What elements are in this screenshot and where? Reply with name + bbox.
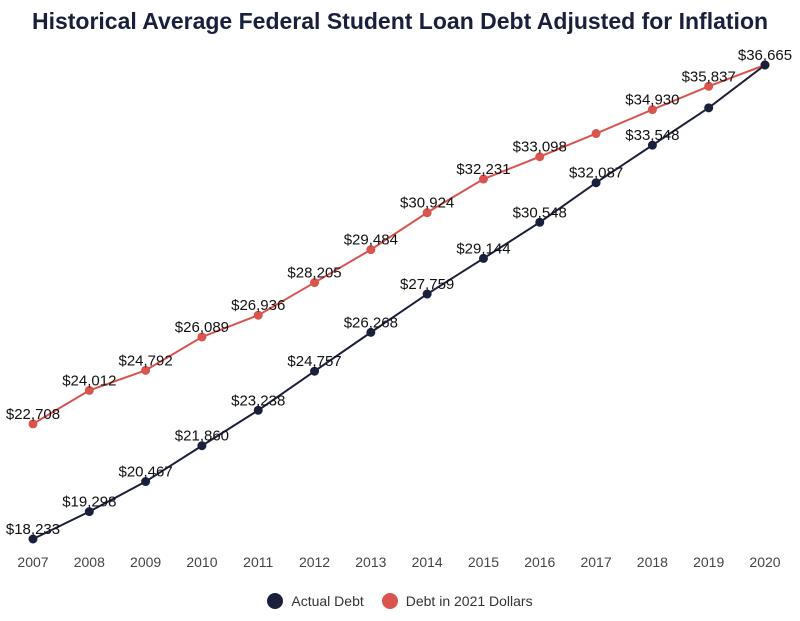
data-label: $21,860	[175, 428, 229, 445]
data-point[interactable]	[760, 60, 770, 70]
data-point[interactable]	[591, 178, 601, 188]
data-point[interactable]	[366, 245, 376, 255]
data-label: $29,144	[456, 240, 510, 257]
data-label: $36,665	[738, 47, 792, 64]
data-label: $23,238	[231, 392, 285, 409]
data-label: $24,757	[287, 353, 341, 370]
data-point[interactable]	[704, 103, 714, 113]
series-line-1	[32, 64, 766, 425]
data-label: $18,233	[6, 521, 60, 538]
legend-marker-actual-debt	[267, 593, 284, 609]
x-tick-label: 2020	[749, 554, 780, 570]
legend-item-actual-debt[interactable]: Actual Debt	[267, 593, 364, 609]
data-point[interactable]	[197, 332, 207, 342]
data-point[interactable]	[28, 534, 38, 544]
data-point[interactable]	[141, 365, 151, 375]
data-label: $24,012	[62, 372, 116, 389]
data-point[interactable]	[422, 289, 432, 299]
data-label: $22,708	[6, 406, 60, 423]
data-point[interactable]	[647, 140, 657, 150]
data-point[interactable]	[253, 310, 263, 320]
data-label: $35,837	[682, 68, 736, 85]
x-tick-label: 2008	[74, 554, 105, 570]
data-label: $33,548	[625, 127, 679, 144]
data-point[interactable]	[647, 105, 657, 115]
data-label: $30,548	[513, 204, 567, 221]
data-label: $24,792	[118, 352, 172, 369]
legend-marker-debt-2021	[381, 593, 398, 609]
x-tick-label: 2017	[580, 554, 611, 570]
data-point[interactable]	[28, 419, 38, 429]
x-tick-label: 2015	[468, 554, 499, 570]
data-label: $27,759	[400, 276, 454, 293]
data-label: $26,089	[175, 319, 229, 336]
data-point[interactable]	[535, 152, 545, 162]
x-tick-label: 2014	[412, 554, 443, 570]
data-point[interactable]	[141, 477, 151, 487]
x-tick-label: 2010	[186, 554, 217, 570]
series-line-0	[32, 64, 766, 540]
data-point[interactable]	[478, 174, 488, 184]
legend-item-debt-2021[interactable]: Debt in 2021 Dollars	[381, 593, 533, 609]
data-point[interactable]	[591, 129, 601, 139]
data-point[interactable]	[84, 507, 94, 517]
legend-label-debt-2021: Debt in 2021 Dollars	[405, 593, 533, 609]
x-tick-label: 2011	[243, 554, 273, 570]
data-point[interactable]	[366, 327, 376, 337]
data-point[interactable]	[310, 366, 320, 376]
data-label: $26,936	[231, 297, 285, 314]
legend: Actual Debt Debt in 2021 Dollars	[0, 593, 800, 609]
data-label: $32,231	[456, 161, 510, 178]
x-tick-label: 2019	[693, 554, 724, 570]
x-tick-label: 2007	[17, 554, 48, 570]
data-label: $26,268	[344, 314, 398, 331]
data-label: $32,087	[569, 165, 623, 182]
data-label: $29,484	[344, 232, 398, 249]
data-point[interactable]	[84, 385, 94, 395]
data-label: $20,467	[118, 464, 172, 481]
x-tick-label: 2013	[355, 554, 386, 570]
data-point[interactable]	[704, 81, 714, 91]
data-label: $30,924	[400, 195, 454, 212]
data-point[interactable]	[197, 441, 207, 451]
x-tick-label: 2016	[524, 554, 555, 570]
data-point[interactable]	[535, 217, 545, 227]
chart-title: Historical Average Federal Student Loan …	[31, 8, 769, 34]
data-label: $28,205	[287, 265, 341, 282]
legend-label-actual-debt: Actual Debt	[291, 593, 364, 609]
data-point[interactable]	[422, 208, 432, 218]
data-point[interactable]	[310, 278, 320, 288]
data-point[interactable]	[253, 405, 263, 415]
data-label: $34,930	[625, 92, 679, 109]
x-tick-label: 2009	[130, 554, 161, 570]
data-label: $19,298	[62, 494, 116, 511]
data-point[interactable]	[478, 253, 488, 263]
x-tick-label: 2012	[299, 554, 330, 570]
data-label: $33,098	[513, 139, 567, 156]
x-tick-label: 2018	[637, 554, 668, 570]
